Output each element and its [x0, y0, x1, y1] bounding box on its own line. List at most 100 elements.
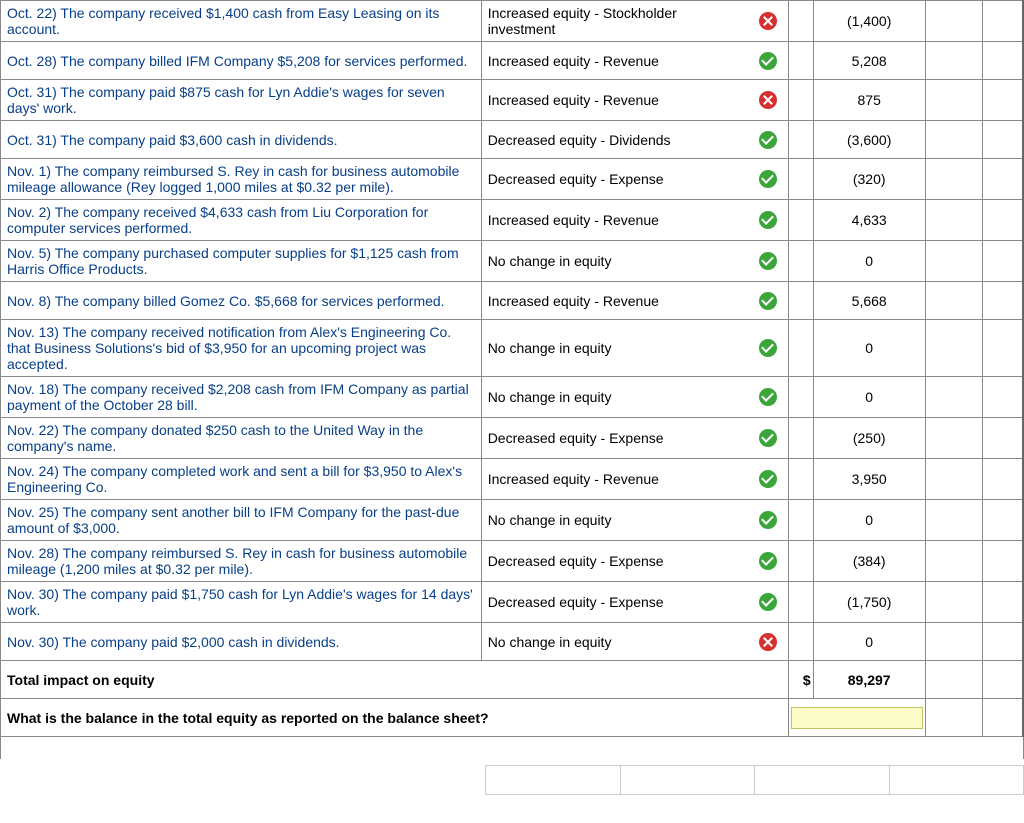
equity-effect[interactable]: Increased equity - Revenue	[481, 282, 748, 320]
transaction-description: Oct. 28) The company billed IFM Company …	[1, 42, 482, 80]
transaction-description: Oct. 31) The company paid $875 cash for …	[1, 80, 482, 121]
transaction-description: Nov. 30) The company paid $2,000 cash in…	[1, 623, 482, 661]
equity-effect[interactable]: Decreased equity - Expense	[481, 582, 748, 623]
amount-value[interactable]: (320)	[813, 159, 925, 200]
cross-icon	[759, 633, 777, 651]
equity-effect[interactable]: Increased equity - Stockholder investmen…	[481, 1, 748, 42]
transaction-description: Oct. 22) The company received $1,400 cas…	[1, 1, 482, 42]
footer-grid	[0, 765, 1024, 795]
check-icon	[759, 470, 777, 488]
amount-value[interactable]: 5,668	[813, 282, 925, 320]
amount-value[interactable]: 0	[813, 377, 925, 418]
amount-value[interactable]: 875	[813, 80, 925, 121]
equity-effect[interactable]: Decreased equity - Dividends	[481, 121, 748, 159]
check-icon	[759, 593, 777, 611]
transaction-description: Nov. 5) The company purchased computer s…	[1, 241, 482, 282]
amount-value[interactable]: 0	[813, 320, 925, 377]
transaction-row: Nov. 5) The company purchased computer s…	[1, 241, 1024, 282]
status-cell	[748, 623, 789, 661]
amount-value[interactable]: (250)	[813, 418, 925, 459]
status-cell	[748, 241, 789, 282]
amount-value[interactable]: 5,208	[813, 42, 925, 80]
transaction-description: Nov. 25) The company sent another bill t…	[1, 500, 482, 541]
transaction-row: Nov. 24) The company completed work and …	[1, 459, 1024, 500]
transaction-description: Oct. 31) The company paid $3,600 cash in…	[1, 121, 482, 159]
check-icon	[759, 131, 777, 149]
status-cell	[748, 80, 789, 121]
check-icon	[759, 339, 777, 357]
status-cell	[748, 42, 789, 80]
check-icon	[759, 429, 777, 447]
transaction-row: Nov. 18) The company received $2,208 cas…	[1, 377, 1024, 418]
check-icon	[759, 170, 777, 188]
transaction-description: Nov. 18) The company received $2,208 cas…	[1, 377, 482, 418]
equity-effect[interactable]: No change in equity	[481, 623, 748, 661]
equity-effect[interactable]: Increased equity - Revenue	[481, 80, 748, 121]
transaction-description: Nov. 22) The company donated $250 cash t…	[1, 418, 482, 459]
check-icon	[759, 511, 777, 529]
transaction-description: Nov. 13) The company received notificati…	[1, 320, 482, 377]
amount-value[interactable]: 0	[813, 500, 925, 541]
amount-value[interactable]: (3,600)	[813, 121, 925, 159]
equity-effect[interactable]: Increased equity - Revenue	[481, 42, 748, 80]
spacer-row	[1, 737, 1024, 759]
status-cell	[748, 159, 789, 200]
total-row: Total impact on equity $ 89,297	[1, 661, 1024, 699]
transaction-row: Nov. 13) The company received notificati…	[1, 320, 1024, 377]
transaction-description: Nov. 2) The company received $4,633 cash…	[1, 200, 482, 241]
equity-effect[interactable]: Decreased equity - Expense	[481, 541, 748, 582]
transaction-row: Nov. 1) The company reimbursed S. Rey in…	[1, 159, 1024, 200]
check-icon	[759, 211, 777, 229]
question-text: What is the balance in the total equity …	[1, 699, 789, 737]
transaction-row: Oct. 28) The company billed IFM Company …	[1, 42, 1024, 80]
total-amount: 89,297	[813, 661, 925, 699]
equity-effect[interactable]: Decreased equity - Expense	[481, 418, 748, 459]
transaction-row: Oct. 22) The company received $1,400 cas…	[1, 1, 1024, 42]
amount-value[interactable]: (1,400)	[813, 1, 925, 42]
status-cell	[748, 541, 789, 582]
transaction-description: Nov. 30) The company paid $1,750 cash fo…	[1, 582, 482, 623]
transaction-row: Nov. 28) The company reimbursed S. Rey i…	[1, 541, 1024, 582]
amount-value[interactable]: 3,950	[813, 459, 925, 500]
check-icon	[759, 552, 777, 570]
cross-icon	[759, 12, 777, 30]
equity-effect[interactable]: No change in equity	[481, 377, 748, 418]
status-cell	[748, 500, 789, 541]
equity-table: Oct. 22) The company received $1,400 cas…	[0, 0, 1024, 759]
transaction-row: Nov. 30) The company paid $2,000 cash in…	[1, 623, 1024, 661]
status-cell	[748, 121, 789, 159]
status-cell	[748, 282, 789, 320]
equity-effect[interactable]: Increased equity - Revenue	[481, 459, 748, 500]
transaction-row: Nov. 22) The company donated $250 cash t…	[1, 418, 1024, 459]
amount-value[interactable]: (1,750)	[813, 582, 925, 623]
equity-effect[interactable]: Decreased equity - Expense	[481, 159, 748, 200]
check-icon	[759, 388, 777, 406]
equity-effect[interactable]: Increased equity - Revenue	[481, 200, 748, 241]
transaction-row: Oct. 31) The company paid $875 cash for …	[1, 80, 1024, 121]
cross-icon	[759, 91, 777, 109]
answer-input[interactable]	[791, 707, 922, 729]
status-cell	[748, 1, 789, 42]
equity-effect[interactable]: No change in equity	[481, 320, 748, 377]
transaction-description: Nov. 28) The company reimbursed S. Rey i…	[1, 541, 482, 582]
check-icon	[759, 52, 777, 70]
check-icon	[759, 252, 777, 270]
amount-value[interactable]: (384)	[813, 541, 925, 582]
status-cell	[748, 377, 789, 418]
equity-effect[interactable]: No change in equity	[481, 500, 748, 541]
total-label: Total impact on equity	[1, 661, 789, 699]
status-cell	[748, 200, 789, 241]
transaction-row: Oct. 31) The company paid $3,600 cash in…	[1, 121, 1024, 159]
transaction-row: Nov. 8) The company billed Gomez Co. $5,…	[1, 282, 1024, 320]
status-cell	[748, 320, 789, 377]
amount-value[interactable]: 4,633	[813, 200, 925, 241]
equity-effect[interactable]: No change in equity	[481, 241, 748, 282]
amount-value[interactable]: 0	[813, 623, 925, 661]
transaction-description: Nov. 8) The company billed Gomez Co. $5,…	[1, 282, 482, 320]
transaction-row: Nov. 30) The company paid $1,750 cash fo…	[1, 582, 1024, 623]
status-cell	[748, 418, 789, 459]
question-row: What is the balance in the total equity …	[1, 699, 1024, 737]
status-cell	[748, 459, 789, 500]
amount-value[interactable]: 0	[813, 241, 925, 282]
transaction-row: Nov. 25) The company sent another bill t…	[1, 500, 1024, 541]
